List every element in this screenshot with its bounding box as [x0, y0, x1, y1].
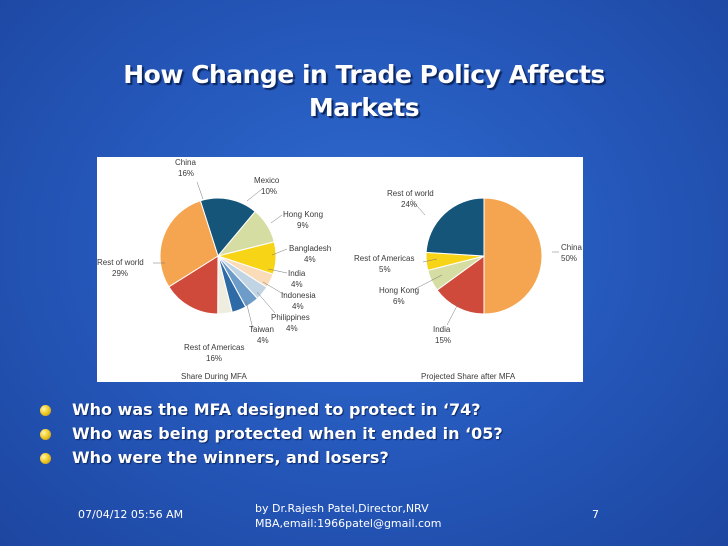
- pie2-slice-rest-of-world: [425, 197, 485, 257]
- pie1-label-taiwan: Taiwan: [249, 325, 274, 334]
- pie1-value-rest-of-world: 29%: [112, 269, 128, 278]
- pie2-value-china: 50%: [561, 254, 577, 263]
- pie1-value-bangladesh: 4%: [304, 255, 316, 264]
- footer-credit: by Dr.Rajesh Patel,Director,NRV MBA,emai…: [255, 501, 495, 531]
- pie1-label-rest-of-americas: Rest of Americas: [184, 343, 244, 352]
- footer-credit-line-2: MBA,email:1966patel@gmail.com: [255, 517, 442, 530]
- bullet-text: Who was being protected when it ended in…: [72, 424, 503, 443]
- pie1-slice-china: [199, 197, 256, 258]
- pie2-value-rest-of-americas: 5%: [379, 265, 391, 274]
- pie1-value-rest-of-americas: 16%: [206, 354, 222, 363]
- pie1-label-hong-kong: Hong Kong: [283, 210, 323, 219]
- footer-page-number: 7: [592, 508, 599, 521]
- pie1-slice-rest-of-americas: [168, 255, 219, 315]
- bullet-dot-icon: [40, 453, 51, 464]
- pie2-value-rest-of-world: 24%: [401, 200, 417, 209]
- footer-credit-line-1: by Dr.Rajesh Patel,Director,NRV: [255, 502, 429, 515]
- pie2-value-india: 15%: [435, 336, 451, 345]
- pie1-value-india: 4%: [291, 280, 303, 289]
- pie2-value-hong-kong: 6%: [393, 297, 405, 306]
- chart-panel: China 16% Mexico 10% Hong Kong 9% Bangla…: [97, 157, 583, 382]
- footer-date: 07/04/12 05:56 AM: [78, 508, 184, 521]
- pie1-label-bangladesh: Bangladesh: [289, 244, 331, 253]
- pie1-value-mexico: 10%: [261, 187, 277, 196]
- bullet-item: Who were the winners, and losers?: [40, 446, 503, 470]
- pie1-label-china: China: [175, 158, 196, 167]
- pie-charts: China 16% Mexico 10% Hong Kong 9% Bangla…: [97, 158, 582, 381]
- pie2-label-rest-of-world: Rest of world: [387, 189, 434, 198]
- bullet-list: Who was the MFA designed to protect in ‘…: [40, 398, 503, 470]
- bullet-item: Who was the MFA designed to protect in ‘…: [40, 398, 503, 422]
- pie1-slice-rest-of-world: [159, 200, 219, 288]
- slide-title: How Change in Trade Policy Affects Marke…: [100, 58, 628, 124]
- pie1-label-rest-of-world: Rest of world: [97, 258, 144, 267]
- bullet-item: Who was being protected when it ended in…: [40, 422, 503, 446]
- pie1-value-taiwan: 4%: [257, 336, 269, 345]
- bullet-text: Who was the MFA designed to protect in ‘…: [72, 400, 481, 419]
- pie1-label-philippines: Philippines: [271, 313, 310, 322]
- pie2-label-rest-of-americas: Rest of Americas: [354, 254, 414, 263]
- bullet-dot-icon: [40, 429, 51, 440]
- pie1-title: Share During MFA: [181, 372, 247, 381]
- pie2-slice-china: [483, 197, 543, 315]
- pie1-value-china: 16%: [178, 169, 194, 178]
- slide-title-line-2: Markets: [308, 93, 420, 122]
- pie1-value-indonesia: 4%: [292, 302, 304, 311]
- slide-title-line-1: How Change in Trade Policy Affects: [123, 60, 605, 89]
- pie2-label-india: India: [433, 325, 451, 334]
- pie2-label-china: China: [561, 243, 582, 252]
- pie1-label-mexico: Mexico: [254, 176, 280, 185]
- pie2-label-hong-kong: Hong Kong: [379, 286, 419, 295]
- pie-share-during-mfa: [159, 197, 277, 315]
- pie1-label-india: India: [288, 269, 306, 278]
- pie2-title: Projected Share after MFA: [421, 372, 516, 381]
- pie2-slice-india: [436, 255, 485, 315]
- bullet-text: Who were the winners, and losers?: [72, 448, 389, 467]
- pie1-value-philippines: 4%: [286, 324, 298, 333]
- bullet-dot-icon: [40, 405, 51, 416]
- pie1-label-indonesia: Indonesia: [281, 291, 316, 300]
- leader-lines: [153, 181, 559, 330]
- pie-projected-share-after-mfa: [425, 197, 543, 315]
- pie1-value-hong-kong: 9%: [297, 221, 309, 230]
